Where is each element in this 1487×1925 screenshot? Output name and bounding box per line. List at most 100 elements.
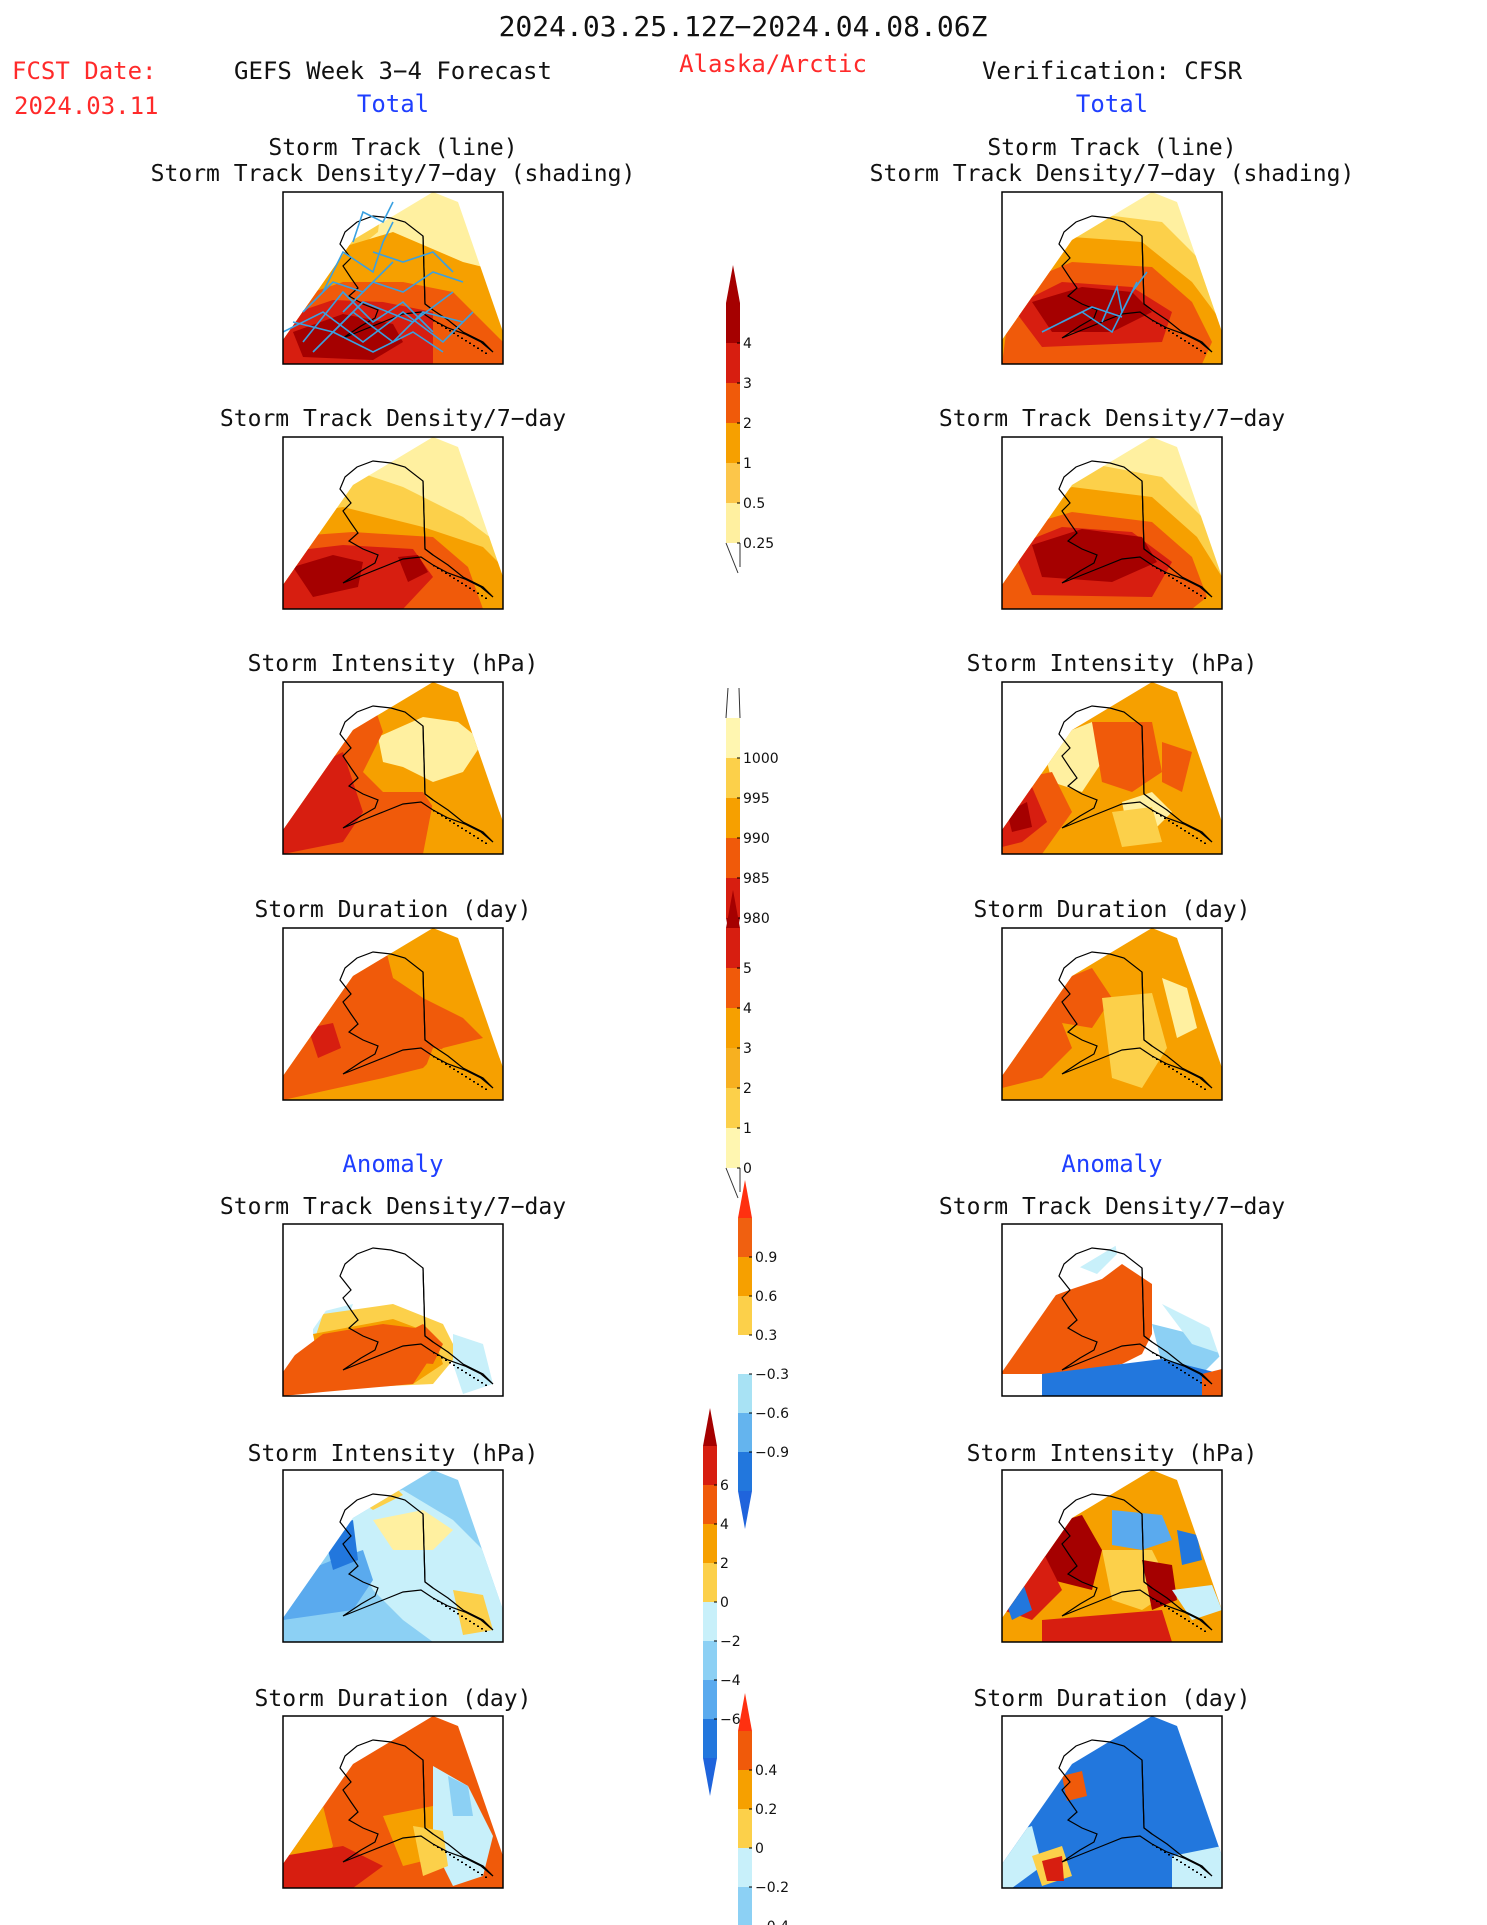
colorbar-density-total: 4 3 2 1 0.5 0.25 xyxy=(725,265,774,574)
colorbar-tick-label: 0 xyxy=(743,1161,752,1177)
map-frame xyxy=(1001,1469,1223,1643)
colorbar-tick-label: 990 xyxy=(743,831,770,847)
colorbar-top-arrow xyxy=(726,890,740,928)
colorbar-tick-label: −0.9 xyxy=(755,1445,789,1461)
colorbar-segment xyxy=(738,1374,752,1413)
colorbar-top-arrow xyxy=(703,1408,717,1446)
coastline xyxy=(339,951,494,1089)
map-frame xyxy=(1001,681,1223,855)
colorbar-top-arrow xyxy=(726,265,740,303)
colorbar-tick-label: −0.3 xyxy=(755,1367,789,1383)
colorbar-tick-label: 2 xyxy=(743,1081,752,1097)
date-range-title: 2024.03.25.12Z−2024.04.08.06Z xyxy=(499,10,988,43)
colorbar-segment xyxy=(726,343,740,383)
panel-title-track-shading-right: Storm Track Density/7−day (shading) xyxy=(870,161,1355,187)
forecast-storm-intensity-map xyxy=(282,681,504,855)
colorbar-bottom-arrow xyxy=(703,1758,717,1796)
colorbar-tick-label: −4 xyxy=(720,1673,741,1689)
panel-title-duration-anom-left: Storm Duration (day) xyxy=(255,1686,532,1712)
verification-duration-anomaly-map xyxy=(1001,1715,1223,1889)
coastline xyxy=(1058,1739,1213,1877)
colorbar-intensity-anom: 6 4 2 0 −2 −4 −6 xyxy=(703,1408,741,1796)
coastline xyxy=(1058,460,1213,598)
colorbar-segment xyxy=(726,463,740,503)
map-frame xyxy=(282,1223,504,1397)
coastline xyxy=(1058,951,1213,1089)
colorbar-duration-anom: 0.4 0.2 0 −0.2 −0.4 xyxy=(738,1693,789,1925)
colorbar-segment xyxy=(726,303,740,343)
colorbar-tick-label: 0 xyxy=(720,1595,729,1611)
colorbar-duration-total: 5 4 3 2 1 0 xyxy=(725,890,752,1199)
colorbar-intensity-total: 1000 995 990 985 980 xyxy=(725,687,779,956)
forecast-intensity-anomaly-map xyxy=(282,1469,504,1643)
colorbar-segment xyxy=(703,1563,717,1602)
colorbar-segment xyxy=(726,798,740,838)
colorbar-segment xyxy=(726,503,740,543)
colorbar-tick-label: −0.2 xyxy=(755,1880,789,1896)
colorbar-segment xyxy=(738,1413,752,1452)
map-panels xyxy=(282,191,1223,1889)
coastline xyxy=(339,1739,494,1877)
colorbar-tick-label: 5 xyxy=(743,961,752,977)
verification-storm-duration-map xyxy=(1001,927,1223,1101)
panel-title-density-right: Storm Track Density/7−day xyxy=(939,406,1285,432)
colorbar-segment xyxy=(738,1218,752,1257)
verification-storm-density-map xyxy=(1001,436,1223,610)
coastline xyxy=(1058,1493,1213,1631)
anomaly-label-left: Anomaly xyxy=(342,1150,443,1178)
colorbar-top-arrow xyxy=(738,1180,752,1218)
coastline xyxy=(339,460,494,598)
colorbar-segment xyxy=(726,423,740,463)
forecast-storm-track-map xyxy=(282,191,504,365)
map-frame xyxy=(282,681,504,855)
colorbar-tick-label: 6 xyxy=(720,1478,729,1494)
forecast-title: GEFS Week 3−4 Forecast xyxy=(234,57,552,85)
colorbar-segment xyxy=(726,758,740,798)
colorbar-tick-label: 3 xyxy=(743,1041,752,1057)
panel-title-intensity-anom-left: Storm Intensity (hPa) xyxy=(248,1441,539,1467)
colorbar-bottom-arrow xyxy=(738,1491,752,1529)
panel-title-density-anom-left: Storm Track Density/7−day xyxy=(220,1194,566,1220)
colorbar-segment xyxy=(703,1641,717,1680)
colorbar-tick-label: 980 xyxy=(743,911,770,927)
colorbar-segment xyxy=(726,1128,740,1168)
colorbar-tick-label: −6 xyxy=(720,1712,741,1728)
forecast-density-anomaly-map xyxy=(282,1223,504,1397)
colorbar-tick-label: 0 xyxy=(755,1841,764,1857)
panel-title-intensity-right: Storm Intensity (hPa) xyxy=(967,651,1258,677)
colorbar-tick-label: 995 xyxy=(743,791,770,807)
colorbars: 43210.50.2510009959909859805432100.90.60… xyxy=(703,265,789,1925)
panel-title-duration-right: Storm Duration (day) xyxy=(974,897,1251,923)
coastline xyxy=(339,1247,494,1385)
colorbar-tick-label: 1000 xyxy=(743,751,779,767)
total-label-right: Total xyxy=(1076,90,1148,118)
colorbar-segment xyxy=(726,718,740,758)
panel-title-intensity-left: Storm Intensity (hPa) xyxy=(248,651,539,677)
colorbar-segment xyxy=(726,1088,740,1128)
colorbar-tick-label: −2 xyxy=(720,1634,741,1650)
panel-title-duration-anom-right: Storm Duration (day) xyxy=(974,1686,1251,1712)
map-frame xyxy=(282,1469,504,1643)
colorbar-tick-label: 0.6 xyxy=(755,1289,777,1305)
colorbar-tick-label: 3 xyxy=(743,376,752,392)
panel-title-track-line-left: Storm Track (line) xyxy=(268,135,517,161)
coastline xyxy=(1058,215,1213,353)
coastline xyxy=(1058,705,1213,843)
colorbar-tick-label: 4 xyxy=(743,336,752,352)
colorbar-segment xyxy=(703,1680,717,1719)
map-frame xyxy=(1001,191,1223,365)
colorbar-tick-label: 2 xyxy=(720,1556,729,1572)
colorbar-tick-label: 0.9 xyxy=(755,1250,777,1266)
map-frame xyxy=(1001,436,1223,610)
colorbar-tick-label: 0.2 xyxy=(755,1802,777,1818)
verification-title: Verification: CFSR xyxy=(982,57,1243,85)
colorbar-tick-label: 0.4 xyxy=(755,1763,777,1779)
map-frame xyxy=(1001,1715,1223,1889)
panel-title-duration-left: Storm Duration (day) xyxy=(255,897,532,923)
colorbar-tick-label: 4 xyxy=(720,1517,729,1533)
map-frame xyxy=(282,1715,504,1889)
map-frame xyxy=(1001,1223,1223,1397)
colorbar-tick-label: 2 xyxy=(743,416,752,432)
panel-title-density-anom-right: Storm Track Density/7−day xyxy=(939,1194,1285,1220)
map-frame xyxy=(282,927,504,1101)
